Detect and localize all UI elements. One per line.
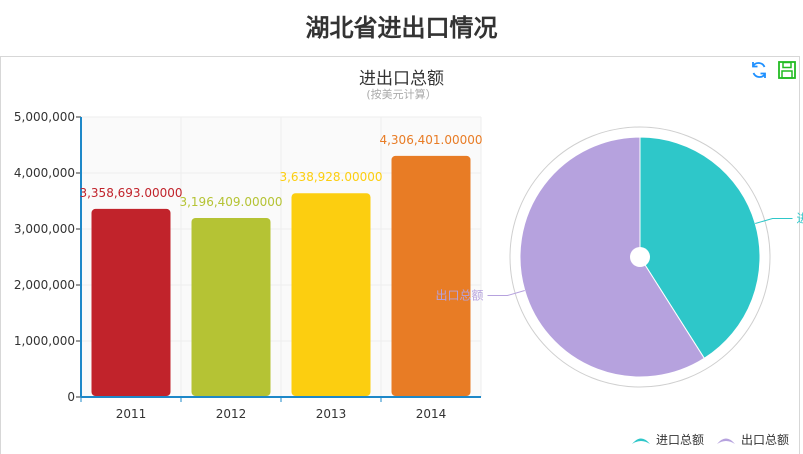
y-tick-label: 3,000,000 <box>14 222 75 236</box>
bar <box>91 208 171 396</box>
chart-subtitle: (按美元计算） <box>366 88 437 101</box>
y-tick-label: 4,000,000 <box>14 166 75 180</box>
pie-label-line <box>755 217 793 225</box>
bar <box>291 193 371 396</box>
legend-item-import[interactable]: 进口总额 <box>631 431 704 448</box>
bar-chart: 0 1,000,000 2,000,000 3,000,000 4,000,000 5,0… <box>14 110 483 421</box>
pie-chart: 进出口总额 <box>435 126 803 388</box>
bar-value-label: 3,196,409.00000 <box>179 195 282 209</box>
bar <box>391 155 471 396</box>
legend-swatch-import <box>631 438 650 444</box>
pie-legend: 进口总额 出口总额 <box>631 431 789 448</box>
y-tick-label: 5,000,000 <box>14 110 75 124</box>
pie-center-hole <box>630 247 650 267</box>
pie-slice-label: 出口总额 <box>435 289 483 303</box>
bar-value-label: 4,306,401.00000 <box>379 133 482 147</box>
y-tick-label: 2,000,000 <box>14 278 75 292</box>
bar <box>191 218 271 396</box>
x-tick-label: 2011 <box>116 407 147 421</box>
y-tick-label: 0 <box>67 390 75 404</box>
refresh-icon[interactable] <box>749 60 769 80</box>
legend-label-import: 进口总额 <box>655 433 704 447</box>
legend-label-export: 出口总额 <box>740 433 789 447</box>
chart-toolbar <box>749 60 797 80</box>
x-tick-label: 2014 <box>416 407 447 421</box>
y-tick-label: 1,000,000 <box>14 334 75 348</box>
pie-slice-label: 进 <box>797 211 803 225</box>
bar-value-label: 3,638,928.00000 <box>279 170 382 184</box>
legend-item-export[interactable]: 出口总额 <box>716 431 789 448</box>
legend-swatch-export <box>716 438 735 444</box>
x-tick-label: 2012 <box>216 407 247 421</box>
pie-slice <box>519 136 705 378</box>
pie-outer-ring <box>509 126 771 388</box>
bar-value-label: 3,358,693.00000 <box>79 186 182 200</box>
chart-title: 进出口总额 <box>359 69 444 89</box>
page-title: 湖北省进出口情况 <box>305 14 498 42</box>
pie-slice <box>639 136 761 360</box>
pie-label-line <box>487 289 525 297</box>
x-tick-label: 2013 <box>316 407 347 421</box>
save-as-image-icon[interactable] <box>777 60 797 80</box>
